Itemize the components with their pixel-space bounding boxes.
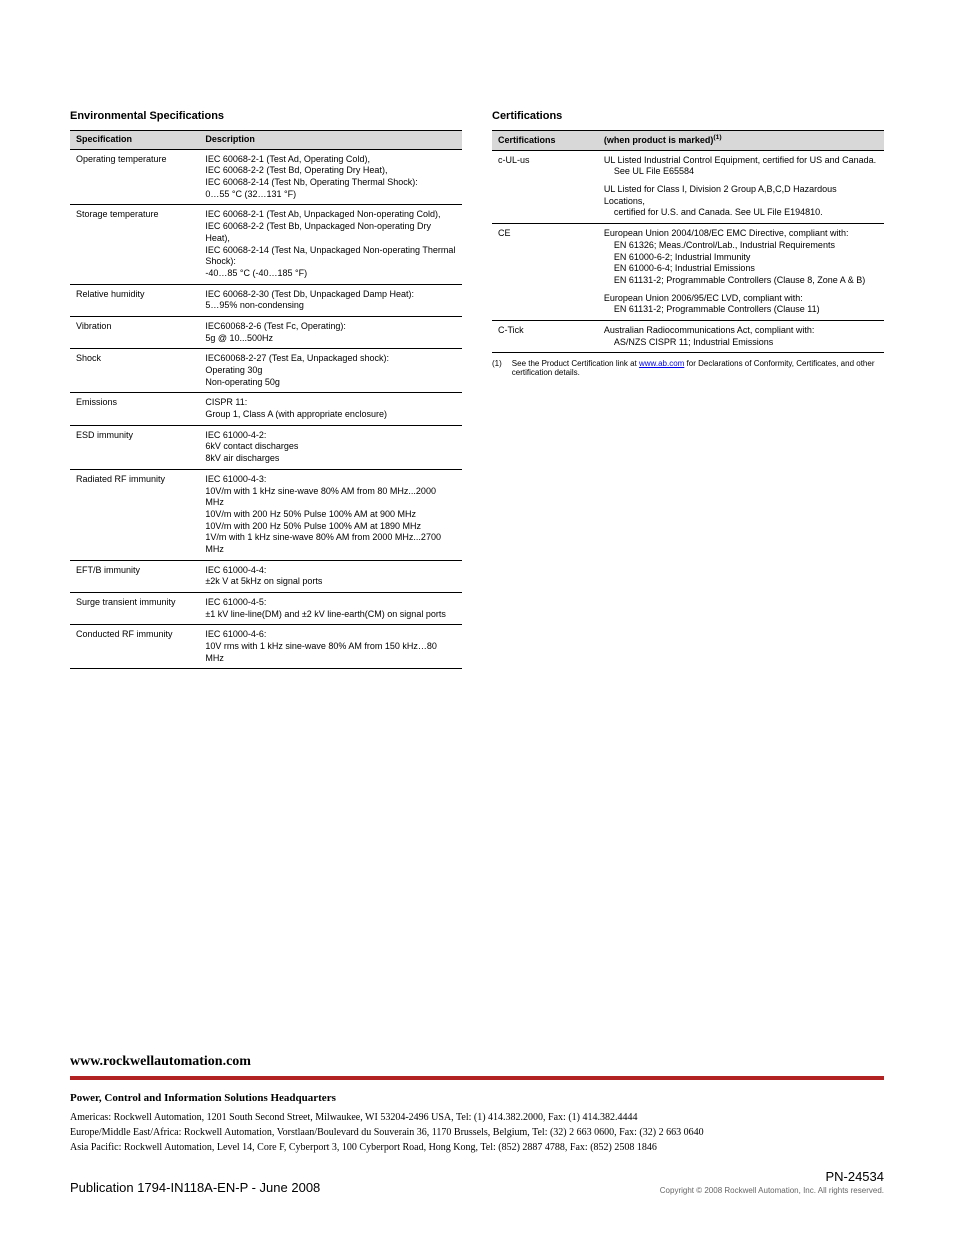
desc-cell: IEC 61000-4-6:10V rms with 1 kHz sine-wa… — [199, 625, 462, 669]
cert-heading: Certifications — [492, 110, 884, 122]
cert-cell: C-Tick — [492, 320, 598, 352]
cert-desc-cell: Australian Radiocommunications Act, comp… — [598, 320, 884, 352]
desc-cell: IEC 60068-2-30 (Test Db, Unpackaged Damp… — [199, 284, 462, 316]
env-col-desc: Description — [199, 131, 462, 150]
footer-right: PN-24534 Copyright © 2008 Rockwell Autom… — [660, 1169, 884, 1195]
table-row: VibrationIEC60068-2-6 (Test Fc, Operatin… — [70, 316, 462, 348]
left-column: Environmental Specifications Specificati… — [70, 110, 462, 669]
table-row: Storage temperatureIEC 60068-2-1 (Test A… — [70, 205, 462, 284]
spec-cell: EFT/B immunity — [70, 560, 199, 592]
cert-desc-cell: UL Listed Industrial Control Equipment, … — [598, 150, 884, 223]
spec-cell: Radiated RF immunity — [70, 469, 199, 560]
page-footer: www.rockwellautomation.com Power, Contro… — [70, 1054, 884, 1195]
cert-cell: CE — [492, 224, 598, 321]
table-row: Relative humidityIEC 60068-2-30 (Test Db… — [70, 284, 462, 316]
footer-pn: PN-24534 — [660, 1169, 884, 1184]
table-row: Operating temperatureIEC 60068-2-1 (Test… — [70, 149, 462, 205]
footer-hq-heading: Power, Control and Information Solutions… — [70, 1092, 884, 1104]
spec-cell: Vibration — [70, 316, 199, 348]
desc-cell: IEC 61000-4-2:6kV contact discharges8kV … — [199, 425, 462, 469]
env-heading: Environmental Specifications — [70, 110, 462, 122]
footer-publication: Publication 1794-IN118A-EN-P - June 2008 — [70, 1180, 320, 1195]
spec-cell: Conducted RF immunity — [70, 625, 199, 669]
spec-cell: Emissions — [70, 393, 199, 425]
table-row: ESD immunityIEC 61000-4-2:6kV contact di… — [70, 425, 462, 469]
spec-cell: Storage temperature — [70, 205, 199, 284]
spec-cell: Operating temperature — [70, 149, 199, 205]
env-col-spec: Specification — [70, 131, 199, 150]
table-row: EmissionsCISPR 11:Group 1, Class A (with… — [70, 393, 462, 425]
desc-cell: IEC 61000-4-3:10V/m with 1 kHz sine-wave… — [199, 469, 462, 560]
desc-cell: IEC 60068-2-1 (Test Ad, Operating Cold),… — [199, 149, 462, 205]
cert-table: Certifications (when product is marked)(… — [492, 130, 884, 353]
desc-cell: IEC 61000-4-5:±1 kV line-line(DM) and ±2… — [199, 593, 462, 625]
table-row: c-UL-usUL Listed Industrial Control Equi… — [492, 150, 884, 223]
cert-cell: c-UL-us — [492, 150, 598, 223]
footer-url: www.rockwellautomation.com — [70, 1054, 884, 1070]
footer-pub-row: Publication 1794-IN118A-EN-P - June 2008… — [70, 1169, 884, 1195]
spec-cell: Shock — [70, 349, 199, 393]
footer-copyright: Copyright © 2008 Rockwell Automation, In… — [660, 1186, 884, 1195]
table-row: Surge transient immunityIEC 61000-4-5:±1… — [70, 593, 462, 625]
footer-addresses: Americas: Rockwell Automation, 1201 Sout… — [70, 1110, 884, 1155]
footer-addr-emea: Europe/Middle East/Africa: Rockwell Auto… — [70, 1125, 884, 1140]
table-row: EFT/B immunityIEC 61000-4-4:±2k V at 5kH… — [70, 560, 462, 592]
table-row: ShockIEC60068-2-27 (Test Ea, Unpackaged … — [70, 349, 462, 393]
footer-addr-apac: Asia Pacific: Rockwell Automation, Level… — [70, 1140, 884, 1155]
spec-cell: Surge transient immunity — [70, 593, 199, 625]
env-table: Specification Description Operating temp… — [70, 130, 462, 669]
cert-footnote: (1) See the Product Certification link a… — [492, 359, 884, 377]
footer-addr-americas: Americas: Rockwell Automation, 1201 Sout… — [70, 1110, 884, 1125]
desc-cell: IEC 61000-4-4:±2k V at 5kHz on signal po… — [199, 560, 462, 592]
content-columns: Environmental Specifications Specificati… — [70, 110, 884, 669]
spec-cell: ESD immunity — [70, 425, 199, 469]
desc-cell: IEC 60068-2-1 (Test Ab, Unpackaged Non-o… — [199, 205, 462, 284]
cert-col-desc: (when product is marked)(1) — [598, 131, 884, 151]
footnote-text: See the Product Certification link at ww… — [512, 359, 884, 377]
desc-cell: IEC60068-2-27 (Test Ea, Unpackaged shock… — [199, 349, 462, 393]
footer-accent-bar — [70, 1076, 884, 1080]
cert-col-spec: Certifications — [492, 131, 598, 151]
right-column: Certifications Certifications (when prod… — [492, 110, 884, 669]
desc-cell: IEC60068-2-6 (Test Fc, Operating):5g @ 1… — [199, 316, 462, 348]
desc-cell: CISPR 11:Group 1, Class A (with appropri… — [199, 393, 462, 425]
cert-desc-cell: European Union 2004/108/EC EMC Directive… — [598, 224, 884, 321]
footnote-mark: (1) — [492, 359, 502, 377]
table-row: Radiated RF immunityIEC 61000-4-3:10V/m … — [70, 469, 462, 560]
footnote-link[interactable]: www.ab.com — [639, 359, 684, 368]
table-row: C-TickAustralian Radiocommunications Act… — [492, 320, 884, 352]
table-row: CEEuropean Union 2004/108/EC EMC Directi… — [492, 224, 884, 321]
table-row: Conducted RF immunityIEC 61000-4-6:10V r… — [70, 625, 462, 669]
spec-cell: Relative humidity — [70, 284, 199, 316]
